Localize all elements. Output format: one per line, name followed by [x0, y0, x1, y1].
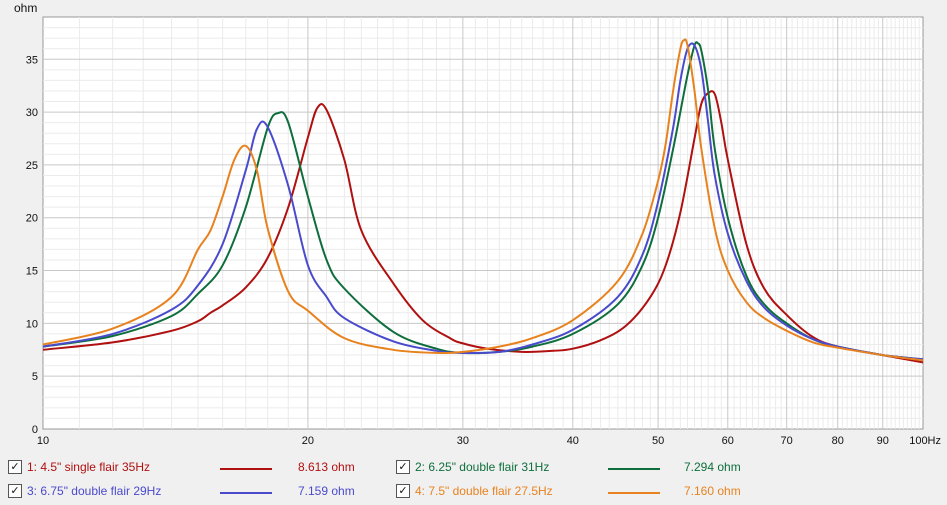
- legend-swatch-2: [608, 468, 660, 470]
- y-unit-label: ohm: [14, 1, 37, 15]
- x-tick-label: 90: [877, 435, 889, 447]
- series-line-3: [42, 42, 924, 361]
- series-line-4: [42, 38, 924, 362]
- y-tick-label: 5: [32, 371, 38, 383]
- legend-label-4: 4: 7.5" double flair 27.5Hz: [415, 484, 553, 498]
- x-tick-label: 100Hz: [909, 435, 941, 447]
- y-tick-label: 25: [26, 160, 38, 172]
- series-line-1: [42, 90, 924, 364]
- legend-checkbox-3[interactable]: ✓: [8, 484, 22, 498]
- y-tick-label: 10: [26, 318, 38, 330]
- x-tick-label: 60: [722, 435, 734, 447]
- legend-checkbox-4[interactable]: ✓: [396, 484, 410, 498]
- impedance-chart: 10 20 30 40 50 60 70 80 90 100Hz 0 5 10 15 20 25 30 35 oh…: [14, 1, 941, 447]
- x-tick-label: 30: [457, 435, 469, 447]
- plot-area: [42, 16, 924, 430]
- legend-item-4[interactable]: ✓ 4: 7.5" double flair 27.5Hz 7.160 ohm: [396, 482, 766, 502]
- legend-swatch-3: [220, 492, 272, 494]
- legend-checkbox-1[interactable]: ✓: [8, 460, 22, 474]
- series-line-2: [42, 41, 924, 361]
- x-tick-label: 20: [302, 435, 314, 447]
- legend-value-2: 7.294 ohm: [684, 460, 741, 474]
- legend-item-1[interactable]: ✓ 1: 4.5" single flair 35Hz 8.613 ohm: [8, 458, 378, 478]
- legend-value-4: 7.160 ohm: [684, 484, 741, 498]
- legend-value-1: 8.613 ohm: [298, 460, 355, 474]
- legend-label-1: 1: 4.5" single flair 35Hz: [27, 460, 150, 474]
- major-grid: [43, 17, 923, 429]
- y-tick-label: 20: [26, 213, 38, 225]
- y-tick-label: 0: [32, 424, 38, 436]
- series-group: [42, 38, 924, 364]
- x-tick-label: 50: [652, 435, 664, 447]
- y-tick-label: 15: [26, 266, 38, 278]
- tick-labels: 10 20 30 40 50 60 70 80 90 100Hz 0 5 10 15 20 25 30 35: [26, 54, 941, 447]
- legend-checkbox-2[interactable]: ✓: [396, 460, 410, 474]
- legend-label-2: 2: 6.25" double flair 31Hz: [415, 460, 550, 474]
- legend-label-3: 3: 6.75" double flair 29Hz: [27, 484, 162, 498]
- y-tick-label: 30: [26, 107, 38, 119]
- legend-item-2[interactable]: ✓ 2: 6.25" double flair 31Hz 7.294 ohm: [396, 458, 766, 478]
- x-tick-label: 80: [832, 435, 844, 447]
- x-tick-label: 10: [37, 435, 49, 447]
- y-tick-label: 35: [26, 54, 38, 66]
- legend-swatch-4: [608, 492, 660, 494]
- legend-swatch-1: [220, 468, 272, 470]
- minor-grid: [43, 17, 923, 429]
- legend-item-3[interactable]: ✓ 3: 6.75" double flair 29Hz 7.159 ohm: [8, 482, 378, 502]
- x-tick-label: 40: [567, 435, 579, 447]
- legend: ✓ 1: 4.5" single flair 35Hz 8.613 ohm ✓ …: [0, 452, 947, 502]
- x-tick-label: 70: [781, 435, 793, 447]
- legend-value-3: 7.159 ohm: [298, 484, 355, 498]
